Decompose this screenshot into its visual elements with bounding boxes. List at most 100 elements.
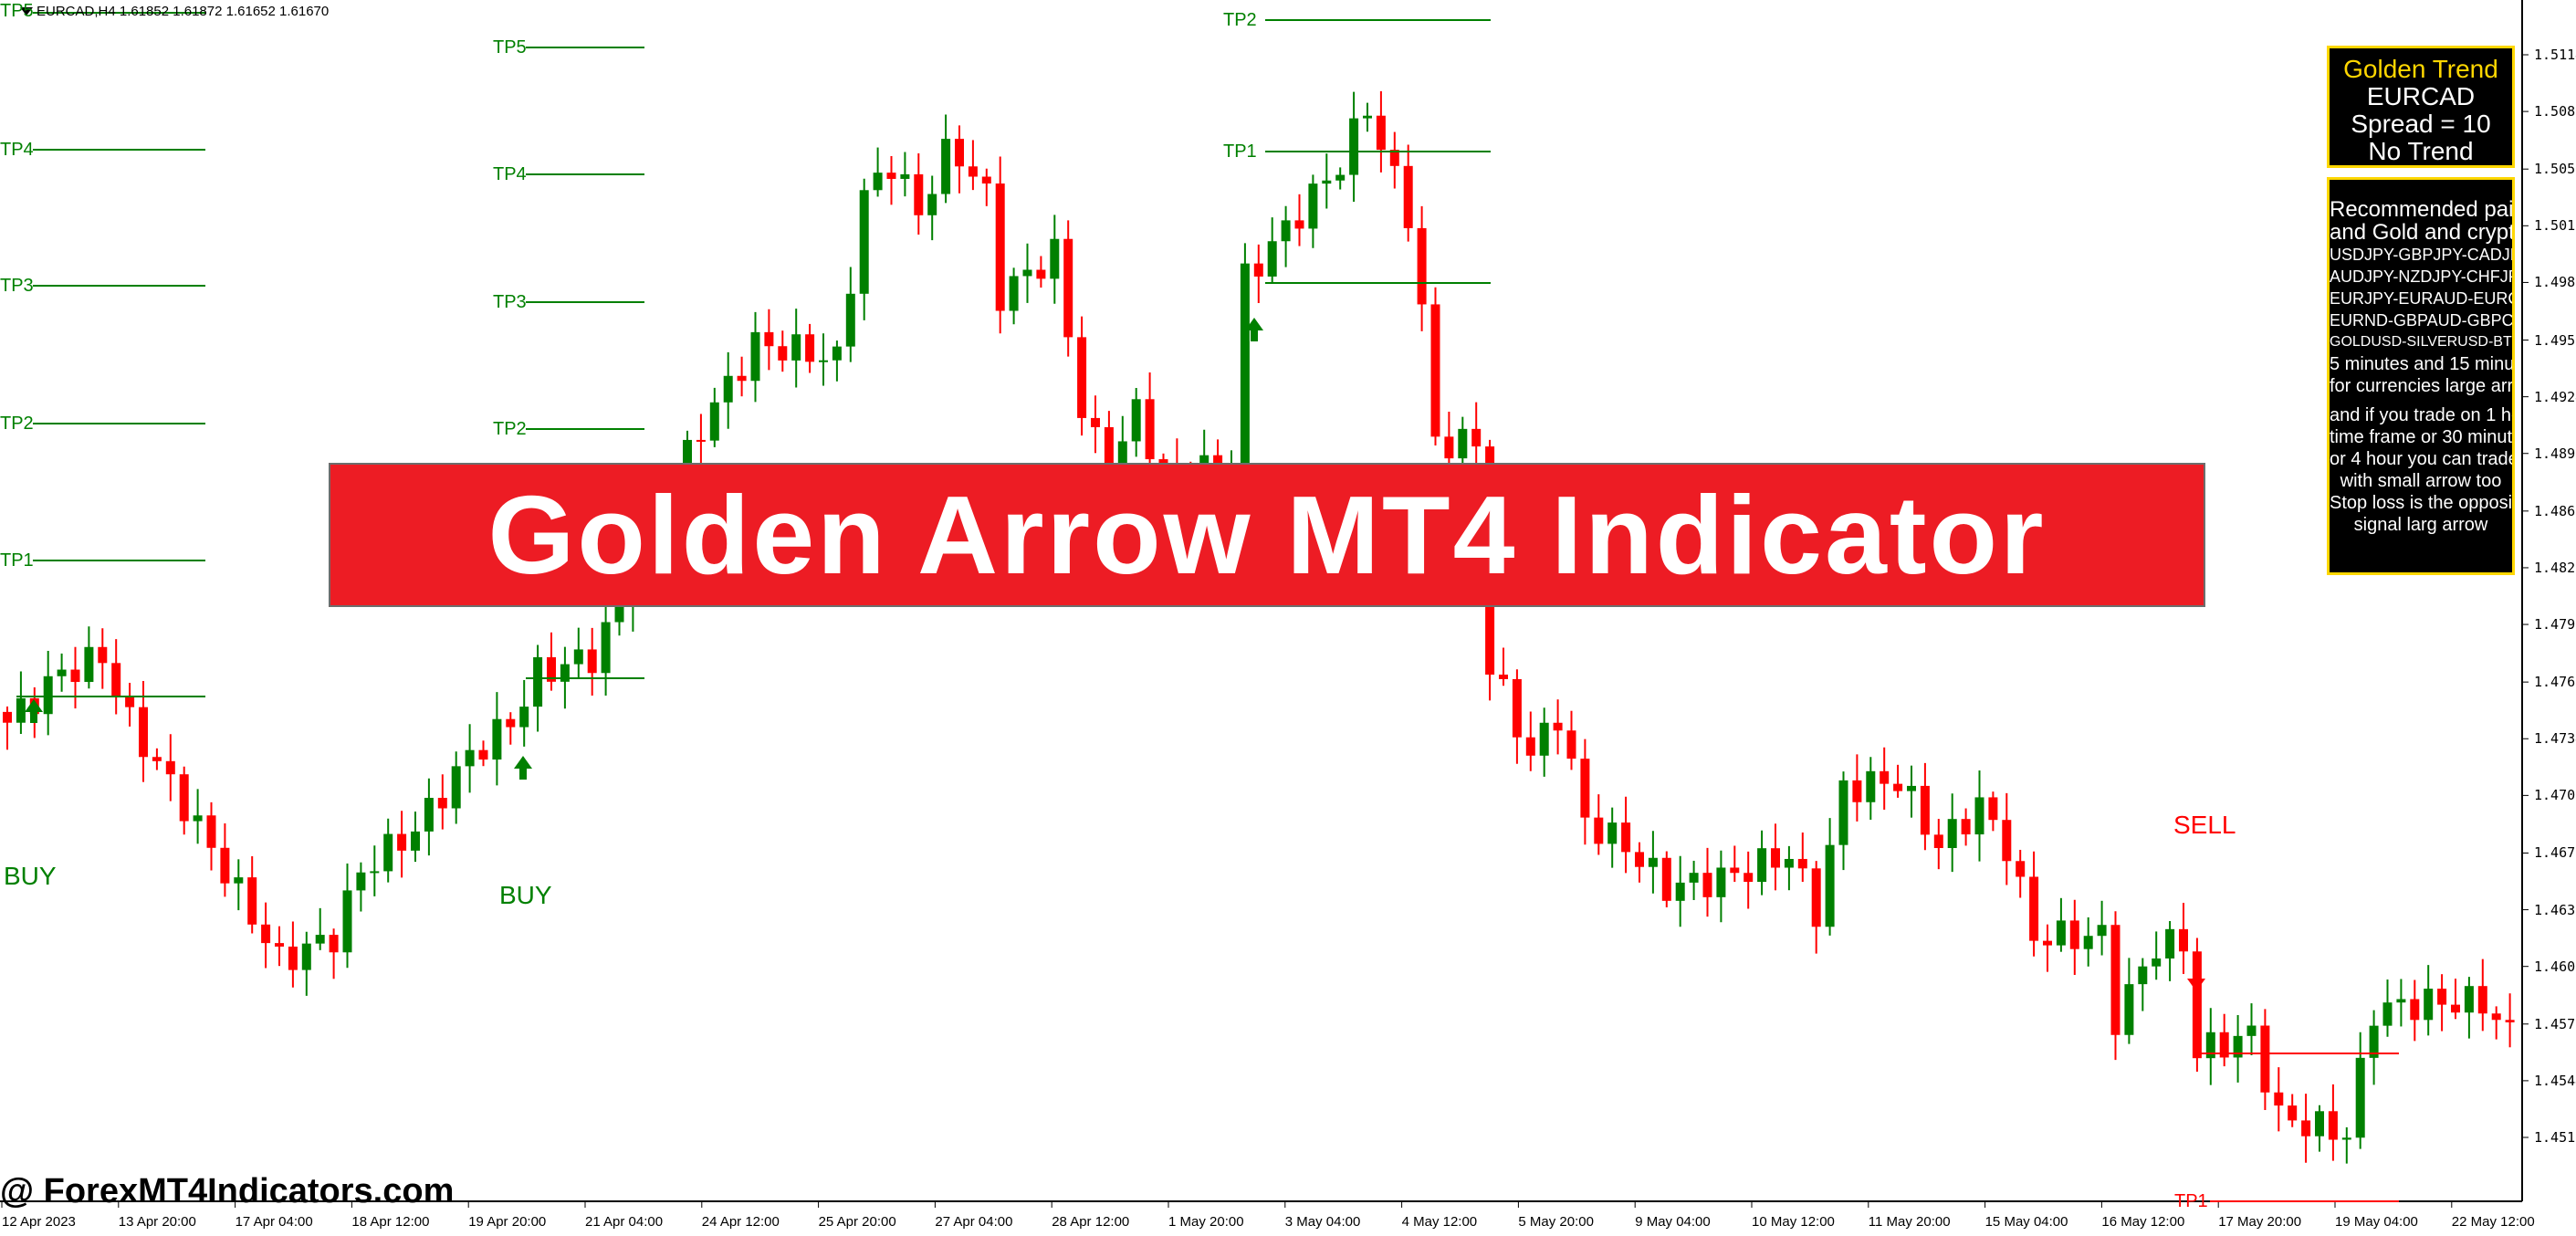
candle-body (1335, 174, 1346, 181)
candle-body (1077, 337, 1087, 418)
candle-body (16, 697, 26, 723)
candle-body (1757, 848, 1767, 883)
candle-body (1403, 165, 1413, 228)
panel-title: Golden Trend (2343, 55, 2498, 83)
candle-body (914, 173, 924, 215)
candle-body (2002, 820, 2012, 862)
sell1-signal-label: SELL (2173, 811, 2236, 839)
candle-body (955, 139, 964, 167)
candle-body (873, 173, 883, 191)
x-tick-label: 10 May 12:00 (1752, 1214, 1835, 1230)
candle-body (1430, 304, 1440, 437)
candle-body (1933, 834, 1943, 848)
candle-body (2424, 989, 2434, 1021)
y-tick-label: 1.48295 (2534, 559, 2576, 576)
buy2-tp2-label: TP2 (493, 419, 527, 439)
title-banner: Golden Arrow MT4 Indicator (329, 463, 2205, 607)
x-tick-label: 12 Apr 2023 (2, 1214, 76, 1230)
x-tick-label: 16 May 12:00 (2101, 1214, 2185, 1230)
buy1-tp5-label: TP5 (0, 1, 34, 21)
buy3-levels (1265, 19, 1491, 284)
candle-body (234, 877, 244, 884)
candle-body (519, 707, 529, 728)
candle-body (2179, 928, 2188, 952)
candle-body (1267, 241, 1277, 277)
x-tick-label: 28 Apr 12:00 (1052, 1214, 1130, 1230)
candle-body (1131, 399, 1141, 442)
info-line: USDJPY-GBPJPY-CADJPY (2330, 246, 2515, 264)
candle-body (492, 718, 502, 760)
chart-menu-icon[interactable] (20, 7, 33, 16)
y-tick-label: 1.47030 (2534, 787, 2576, 804)
candle-body (1648, 857, 1658, 867)
candle-body (2451, 1004, 2460, 1013)
candle-body (750, 331, 760, 382)
candle-body (1811, 868, 1821, 927)
candle-body (139, 707, 148, 758)
y-tick-label: 1.45130 (2534, 1129, 2576, 1146)
candle-body (1091, 417, 1100, 427)
candle-body (98, 646, 108, 664)
candle-body (2016, 861, 2026, 877)
y-tick-label: 1.49560 (2534, 331, 2576, 349)
candle-body (1907, 785, 1916, 791)
info-line: EURND-GBPAUD-GBPCAD (2330, 311, 2514, 330)
candle-body (533, 656, 543, 707)
candle-body (2301, 1120, 2311, 1136)
info-line: AUDJPY-NZDJPY-CHFJPY (2330, 267, 2515, 286)
candle-body (981, 176, 991, 184)
candle-body (573, 649, 583, 665)
candle-body (737, 375, 747, 382)
candle-body (995, 183, 1005, 311)
candle-body (1281, 220, 1291, 242)
candle-body (1145, 399, 1155, 460)
candle-body (1744, 873, 1754, 883)
candle-body (2205, 1032, 2215, 1059)
candle-body (1893, 783, 1903, 791)
candle-body (1009, 276, 1019, 311)
candle-body (1063, 238, 1073, 338)
candle-body (179, 774, 189, 822)
candle-body (1376, 115, 1386, 151)
candle-body (1322, 180, 1332, 184)
x-tick-label: 3 May 04:00 (1284, 1214, 1361, 1230)
candle-body (2477, 986, 2487, 1014)
y-tick-label: 1.47345 (2534, 730, 2576, 748)
candle-body (1974, 797, 1984, 835)
y-tick-label: 1.50195 (2534, 217, 2576, 235)
buy1-signal-label: BUY (4, 862, 57, 890)
info-line: 5 minutes and 15 minutes (2330, 354, 2515, 374)
buy3-tp1-label: TP1 (1223, 141, 1257, 162)
candle-body (193, 815, 203, 822)
candle-body (1880, 770, 1890, 784)
candle-body (2315, 1111, 2324, 1136)
candle-body (1852, 780, 1862, 802)
candle-body (547, 656, 556, 682)
candle-body (451, 766, 461, 809)
candle-body (2124, 984, 2134, 1035)
candle-body (1389, 150, 1399, 166)
panel-trend: No Trend (2368, 137, 2474, 165)
candle-body (1947, 819, 1957, 848)
x-tick-label: 5 May 20:00 (1518, 1214, 1594, 1230)
x-tick-label: 21 Apr 04:00 (585, 1214, 664, 1230)
info-line: GOLDUSD-SILVERUSD-BTCUSD (2330, 334, 2512, 350)
candle-body (1784, 858, 1794, 868)
candle-body (2341, 1137, 2351, 1140)
candle-body (70, 669, 80, 683)
time-axis-ticks (1, 1201, 2453, 1208)
x-tick-label: 22 May 12:00 (2451, 1214, 2535, 1230)
y-tick-label: 1.46395 (2534, 901, 2576, 918)
x-tick-label: 1 May 20:00 (1168, 1214, 1244, 1230)
down-arrow-icon (2187, 968, 2205, 991)
candle-body (927, 194, 937, 215)
candle-body (832, 346, 842, 361)
x-tick-label: 15 May 04:00 (1984, 1214, 2068, 1230)
candle-body (791, 334, 801, 361)
y-tick-label: 1.48610 (2534, 502, 2576, 519)
y-tick-label: 1.49245 (2534, 388, 2576, 405)
up-arrow-icon (25, 318, 1263, 780)
candles (3, 90, 2515, 1164)
candle-body (778, 346, 788, 361)
